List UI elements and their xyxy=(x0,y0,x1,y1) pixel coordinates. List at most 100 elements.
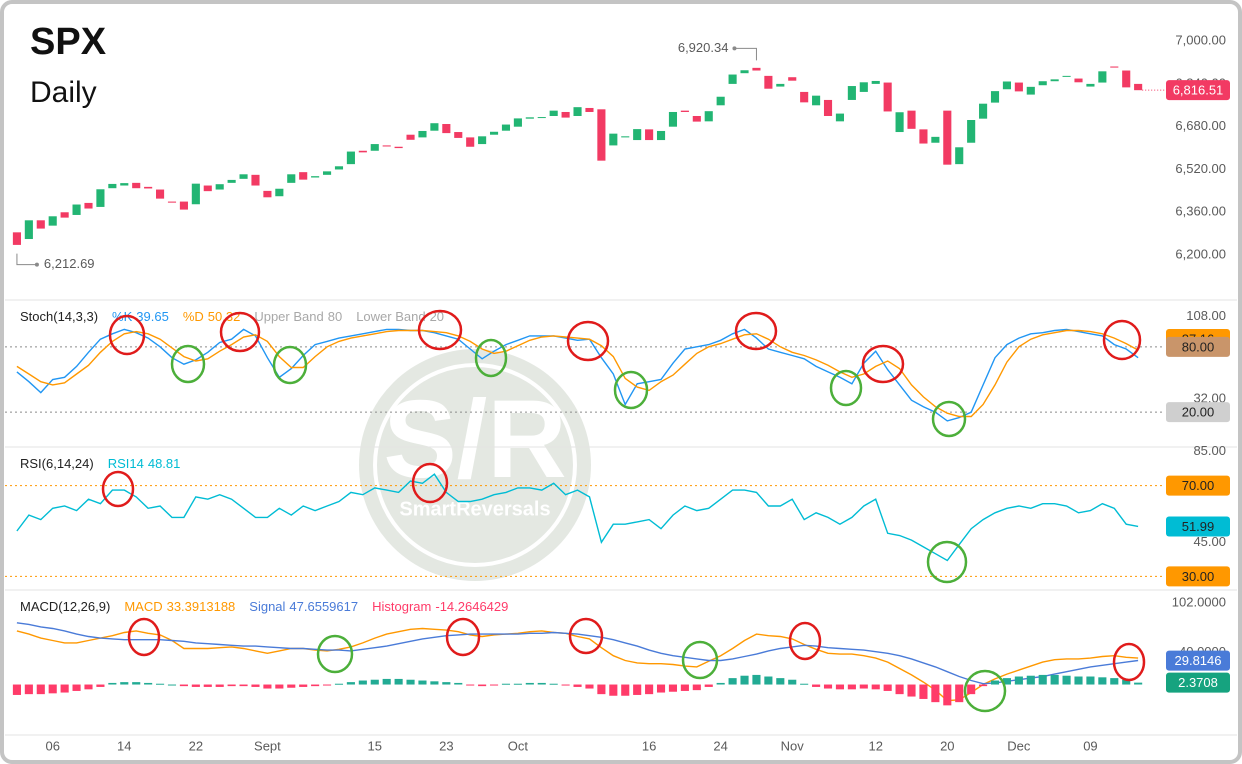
red-circle xyxy=(788,621,822,661)
candle xyxy=(990,91,1000,103)
y-tick-label: 85.00 xyxy=(1193,443,1226,458)
candle xyxy=(919,129,928,144)
histogram-bar xyxy=(656,684,666,693)
x-tick-label: 12 xyxy=(868,738,882,753)
candle xyxy=(955,147,964,165)
histogram-bar xyxy=(96,684,105,687)
green-circle xyxy=(170,344,206,384)
watermark-disc xyxy=(359,349,591,581)
red-circle xyxy=(417,309,463,351)
histogram-bar xyxy=(525,682,534,685)
histogram-bar xyxy=(501,683,511,685)
x-tick-label: 14 xyxy=(117,738,131,753)
candle xyxy=(979,103,988,119)
histogram-bar xyxy=(251,684,260,687)
histogram-bar xyxy=(406,679,415,685)
histogram-bar xyxy=(418,680,427,685)
histogram-bar xyxy=(156,683,165,685)
price-box-label: 80.00 xyxy=(1182,339,1215,354)
histogram-bar xyxy=(334,683,344,685)
candle xyxy=(1086,83,1095,87)
candle xyxy=(167,201,177,203)
candle xyxy=(1098,71,1107,83)
candle xyxy=(430,123,439,131)
green-circle xyxy=(613,370,649,410)
candle xyxy=(96,189,105,207)
candle xyxy=(1074,78,1083,83)
candle xyxy=(48,216,57,226)
y-tick-label: 6,360.00 xyxy=(1175,204,1226,219)
annotation-label: 6,920.34 xyxy=(678,40,729,55)
candle xyxy=(764,75,773,89)
histogram-bar xyxy=(12,684,21,695)
series-line xyxy=(16,473,1139,562)
candle xyxy=(871,80,880,84)
legend: Stoch(14,3,3) %K 39.65 %D 50.32 Upper Band 80 L… xyxy=(20,309,444,324)
candle xyxy=(179,201,188,210)
candle xyxy=(394,146,403,149)
candle xyxy=(967,120,976,143)
histogram-bar xyxy=(132,682,141,685)
histogram-bar xyxy=(263,684,272,689)
legend-name: MACD xyxy=(124,599,162,614)
candle xyxy=(454,132,463,138)
histogram-bar xyxy=(1014,676,1023,685)
candle xyxy=(931,136,940,143)
red-circle xyxy=(734,311,778,351)
price-box-label: 6,816.51 xyxy=(1173,83,1224,98)
price-box xyxy=(1166,566,1230,587)
candle xyxy=(907,110,916,129)
x-tick-label: 15 xyxy=(368,738,382,753)
histogram-bar xyxy=(800,683,809,685)
histogram-bar xyxy=(835,684,845,690)
histogram-bar xyxy=(144,682,153,685)
legend-name: %D xyxy=(183,309,204,324)
x-tick-label: 24 xyxy=(713,738,727,753)
legend-title: RSI(6,14,24) xyxy=(20,456,94,471)
candle xyxy=(1110,66,1119,68)
candle xyxy=(406,134,415,140)
candle xyxy=(346,151,355,165)
candle xyxy=(370,144,379,151)
candle xyxy=(1002,81,1011,90)
candle xyxy=(1062,75,1071,77)
histogram-bar xyxy=(370,679,379,685)
histogram-bar xyxy=(84,684,93,690)
candle xyxy=(1026,86,1035,95)
candle xyxy=(883,82,892,112)
x-tick-label: Sept xyxy=(254,738,281,753)
red-circle xyxy=(127,617,161,657)
histogram-bar xyxy=(728,678,737,685)
watermark-ring xyxy=(373,363,577,567)
candle xyxy=(84,202,93,209)
legend-name: Lower Band xyxy=(356,309,425,324)
histogram-bar xyxy=(60,684,69,693)
candle xyxy=(704,111,713,122)
price-box xyxy=(1166,336,1230,357)
panel: 102.000040.000029.81462.3708MACD(12,26,9… xyxy=(12,594,1230,706)
histogram-bar xyxy=(442,682,451,685)
series-line xyxy=(16,622,1139,685)
histogram-bar xyxy=(645,684,654,695)
histogram-bar xyxy=(24,684,33,695)
green-circle xyxy=(474,338,508,378)
histogram-bar xyxy=(478,684,487,687)
candle xyxy=(740,70,749,74)
y-tick-label: 32.00 xyxy=(1193,391,1226,406)
histogram-bar xyxy=(454,682,463,685)
histogram-bar xyxy=(322,684,332,686)
histogram-bar xyxy=(179,684,188,687)
x-tick-label: 20 xyxy=(940,738,954,753)
green-circle xyxy=(931,400,967,438)
candle xyxy=(1134,83,1143,91)
candle xyxy=(358,150,367,153)
legend-name: Upper Band xyxy=(254,309,323,324)
candle xyxy=(835,113,845,122)
histogram-bar xyxy=(561,684,570,686)
legend-title: MACD(12,26,9) xyxy=(20,599,110,614)
red-circle xyxy=(411,462,449,504)
red-circle xyxy=(108,314,146,356)
legend: RSI(6,14,24) RSI14 48.81 xyxy=(20,456,180,471)
histogram-bar xyxy=(979,684,988,687)
